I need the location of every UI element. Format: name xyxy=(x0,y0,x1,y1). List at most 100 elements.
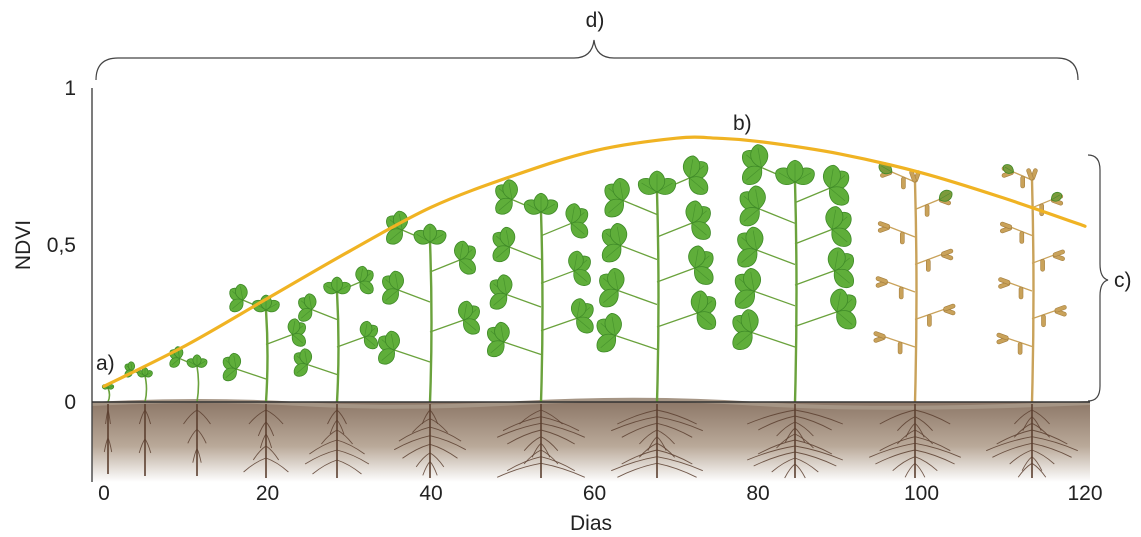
plant-branch xyxy=(794,187,831,204)
leaf-vein xyxy=(385,289,399,301)
lateral-root xyxy=(904,462,916,478)
lateral-root xyxy=(794,433,814,449)
lateral-root xyxy=(429,443,458,459)
lateral-root xyxy=(1031,456,1043,471)
plant-branch xyxy=(756,249,796,266)
leaf-vein xyxy=(836,292,841,312)
lateral-root xyxy=(540,449,559,465)
lateral-root xyxy=(312,459,338,475)
soy-pod xyxy=(1019,231,1025,244)
y-axis-ticks: 00,51 xyxy=(47,77,76,414)
lateral-root xyxy=(617,409,658,425)
lateral-root xyxy=(914,449,955,465)
lateral-root xyxy=(540,456,576,472)
plant-stem xyxy=(144,375,148,403)
lateral-root xyxy=(1031,436,1078,452)
leaf-vein xyxy=(741,249,757,263)
soy-pod xyxy=(1017,342,1023,355)
lateral-root xyxy=(336,419,345,435)
plant-stage xyxy=(732,144,857,479)
lateral-root xyxy=(914,416,933,431)
lateral-root xyxy=(897,416,916,431)
soy-pod xyxy=(1040,258,1045,272)
lateral-root xyxy=(753,451,796,467)
lateral-root xyxy=(656,442,676,458)
soy-pod xyxy=(1026,168,1034,181)
x-tick-label: 0 xyxy=(98,482,110,505)
leaf-vein xyxy=(736,332,753,346)
plant-branch xyxy=(620,244,658,261)
plant-stem xyxy=(107,387,111,403)
lateral-root xyxy=(992,442,1033,458)
leaf-vein xyxy=(608,200,624,214)
leaf-vein xyxy=(459,243,463,261)
soy-pod xyxy=(897,341,903,355)
soy-pod xyxy=(996,332,1009,341)
lateral-root xyxy=(621,422,658,438)
lateral-root xyxy=(393,435,431,451)
lateral-root xyxy=(523,436,542,451)
lateral-root xyxy=(747,445,796,461)
leaf-vein xyxy=(694,249,699,269)
leaf-vein xyxy=(757,148,762,168)
leaf-vein xyxy=(939,193,951,200)
leaf-vein xyxy=(743,208,760,222)
lateral-root xyxy=(187,428,198,444)
leaf-vein xyxy=(364,323,368,338)
lateral-root xyxy=(914,442,961,458)
leaf-vein xyxy=(697,312,713,326)
y-tick-label: 0,5 xyxy=(47,234,76,257)
lateral-root xyxy=(196,409,211,425)
leaf-vein xyxy=(1051,194,1061,201)
lateral-root xyxy=(656,436,667,451)
lateral-root xyxy=(621,449,658,465)
plant-stage xyxy=(487,179,594,478)
lateral-root xyxy=(776,433,796,449)
lateral-root xyxy=(540,429,575,445)
lateral-root xyxy=(784,463,796,479)
lateral-root xyxy=(1017,462,1033,478)
plant-branch xyxy=(509,246,542,261)
lateral-root xyxy=(429,452,445,468)
plant-branch xyxy=(429,319,465,333)
plant-stem xyxy=(913,181,918,403)
senescence-bracket xyxy=(1087,154,1109,402)
leaf-vein xyxy=(240,286,244,301)
leaf-vein xyxy=(391,333,395,351)
plant-branch xyxy=(306,363,338,376)
lateral-root xyxy=(914,429,934,445)
soy-pod xyxy=(927,314,932,327)
leaf-vein xyxy=(463,319,477,331)
lateral-root xyxy=(540,462,585,478)
x-tick-label: 40 xyxy=(419,482,442,505)
plant-branch xyxy=(758,208,796,224)
soy-pod xyxy=(941,248,954,257)
y-tick-label: 1 xyxy=(64,77,76,100)
plant-branch xyxy=(336,336,365,348)
lateral-root xyxy=(107,437,113,453)
lateral-root xyxy=(497,462,542,478)
plant-stem xyxy=(1030,179,1035,403)
plant-stem xyxy=(264,309,269,403)
soy-pod xyxy=(1041,314,1046,328)
lateral-root xyxy=(138,409,146,425)
lateral-root xyxy=(540,436,559,451)
leaf-vein xyxy=(171,358,180,366)
lateral-root xyxy=(336,439,365,455)
plant-branch xyxy=(506,293,542,308)
lateral-root xyxy=(794,457,819,473)
x-tick-label: 100 xyxy=(904,482,939,505)
lateral-root xyxy=(1031,449,1055,465)
lateral-root xyxy=(757,439,796,455)
plant-stem xyxy=(655,191,660,403)
leaf-vein xyxy=(600,335,616,349)
soil-band xyxy=(92,402,1090,482)
lateral-root xyxy=(243,457,267,473)
lateral-root xyxy=(794,427,806,443)
soy-pod xyxy=(877,221,891,229)
leaf-vein xyxy=(359,268,363,283)
plant-branch xyxy=(656,267,696,283)
lateral-root xyxy=(1031,422,1051,438)
lateral-root xyxy=(138,438,146,454)
